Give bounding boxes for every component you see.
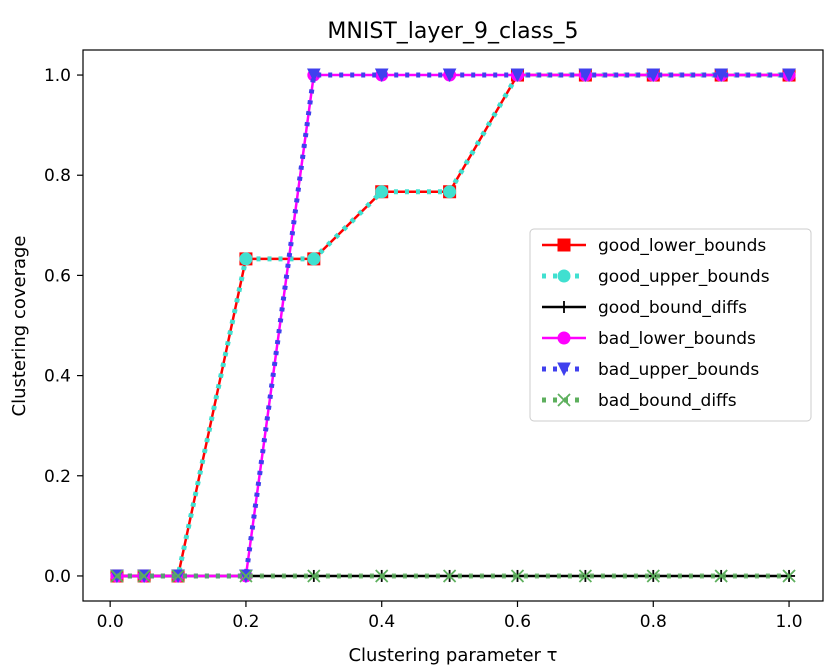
- x-tick-label: 0.6: [504, 612, 531, 632]
- data-point-bad-upper-bounds: [646, 68, 661, 83]
- data-point-bad-bound-diffs: [442, 569, 457, 583]
- data-point-bad-upper-bounds: [782, 68, 796, 83]
- legend-label: good_lower_bounds: [598, 236, 766, 256]
- plot-area: 0.0 0.2 0.4 0.6 0.8 1.0 0.0 0.2 0.4 0.6 0.8 1.0: [44, 49, 824, 632]
- x-axis-label: Clustering parameter τ: [348, 645, 557, 666]
- data-point-good-upper-bounds: [239, 252, 253, 266]
- data-point-bad-bound-diffs: [171, 569, 185, 583]
- data-point-bad-upper-bounds: [714, 68, 728, 83]
- data-point-good-upper-bounds: [443, 185, 457, 199]
- data-point-bad-upper-bounds: [510, 68, 525, 83]
- legend-box: [529, 228, 812, 422]
- y-tick-label: 0.2: [44, 467, 71, 487]
- data-point-bad-bound-diffs: [714, 569, 728, 583]
- data-point-bad-bound-diffs: [510, 569, 525, 583]
- data-point-bad-bound-diffs: [110, 569, 124, 583]
- legend-marker: [557, 331, 571, 345]
- data-point-bad-bound-diffs: [137, 569, 151, 583]
- y-tick-label: 0.6: [44, 266, 71, 286]
- legend-marker: [557, 238, 571, 252]
- x-tick-label: 0.8: [640, 612, 667, 632]
- legend-label: good_bound_diffs: [598, 298, 747, 318]
- data-point-good-upper-bounds: [375, 185, 389, 199]
- y-axis-label: Clustering coverage: [9, 235, 30, 416]
- axes-frame: [82, 49, 824, 602]
- data-point-bad-bound-diffs: [646, 569, 660, 583]
- data-point-bad-upper-bounds: [307, 68, 321, 83]
- data-point-good-upper-bounds: [307, 252, 321, 266]
- data-point-bad-bound-diffs: [307, 569, 321, 583]
- x-tick-label: 1.0: [776, 612, 803, 632]
- legend-label: bad_upper_bounds: [598, 360, 759, 380]
- legend-marker: [557, 269, 571, 283]
- x-tick-label: 0.4: [368, 612, 395, 632]
- data-point-bad-upper-bounds: [578, 68, 593, 83]
- chart-title: MNIST_layer_9_class_5: [327, 19, 578, 44]
- x-tick-label: 0.2: [232, 612, 259, 632]
- legend-marker: [558, 301, 570, 313]
- data-point-bad-upper-bounds: [442, 68, 457, 83]
- data-point-bad-upper-bounds: [374, 68, 389, 83]
- legend-label: bad_lower_bounds: [598, 329, 756, 349]
- legend-marker: [557, 393, 571, 407]
- data-point-bad-bound-diffs: [239, 569, 253, 583]
- legend: good_lower_bounds good_upper_bounds good_b…: [529, 228, 812, 422]
- data-point-bad-bound-diffs: [578, 569, 593, 583]
- y-tick-label: 0.0: [44, 567, 71, 587]
- legend-label: bad_bound_diffs: [598, 391, 737, 411]
- data-point-bad-bound-diffs: [782, 569, 796, 583]
- y-tick-label: 0.8: [44, 166, 71, 186]
- x-tick-label: 0.0: [97, 612, 124, 632]
- legend-marker: [557, 362, 571, 377]
- legend-label: good_upper_bounds: [598, 267, 770, 287]
- y-tick-label: 1.0: [44, 66, 71, 86]
- data-point-bad-bound-diffs: [375, 569, 389, 583]
- y-tick-label: 0.4: [44, 367, 71, 387]
